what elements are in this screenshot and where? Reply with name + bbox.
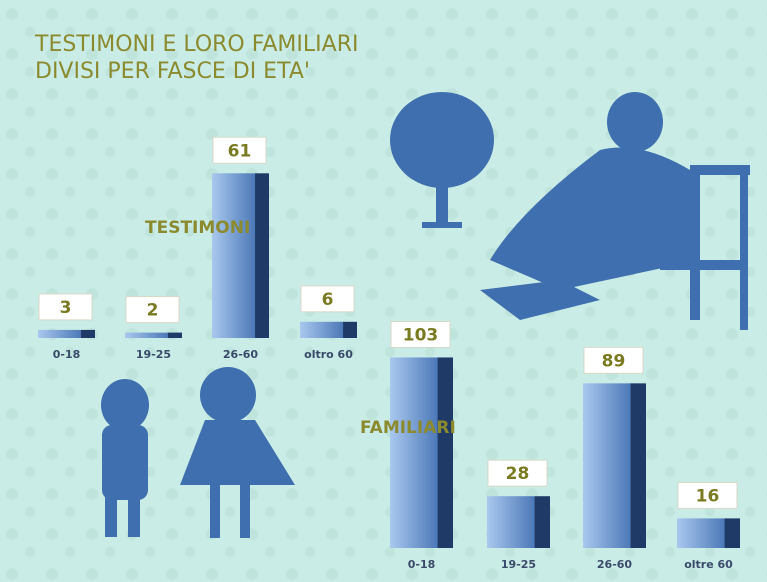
value-label: 28	[506, 464, 530, 484]
slide: TESTIMONI E LORO FAMILIARI DIVISI PER FA…	[0, 0, 767, 582]
bar	[677, 518, 740, 548]
x-tick-label: 0-18	[408, 558, 436, 571]
bar	[212, 173, 269, 338]
bar	[125, 333, 182, 338]
value-label: 61	[228, 141, 252, 161]
slide-title-line: DIVISI PER FASCE DI ETA'	[35, 59, 310, 84]
x-tick-label: 0-18	[53, 348, 81, 361]
slide-title-line: TESTIMONI E LORO FAMILIARI	[34, 32, 358, 57]
value-label: 89	[602, 351, 626, 371]
value-label: 3	[60, 298, 72, 318]
chart-title: FAMILIARI	[360, 418, 456, 438]
x-tick-label: 26-60	[223, 348, 259, 361]
x-tick-label: oltro 60	[304, 348, 353, 361]
bar	[38, 330, 95, 338]
bar	[583, 383, 646, 548]
x-tick-label: 19-25	[136, 348, 171, 361]
x-tick-label: 26-60	[597, 558, 633, 571]
chart-title: TESTIMONI	[145, 218, 250, 238]
bar	[390, 357, 453, 548]
x-tick-label: oltre 60	[684, 558, 733, 571]
value-label: 6	[322, 290, 334, 310]
x-tick-label: 19-25	[501, 558, 536, 571]
value-label: 16	[696, 486, 720, 506]
bar	[300, 322, 357, 338]
value-label: 103	[403, 325, 439, 345]
value-label: 2	[147, 301, 159, 321]
bar	[487, 496, 550, 548]
